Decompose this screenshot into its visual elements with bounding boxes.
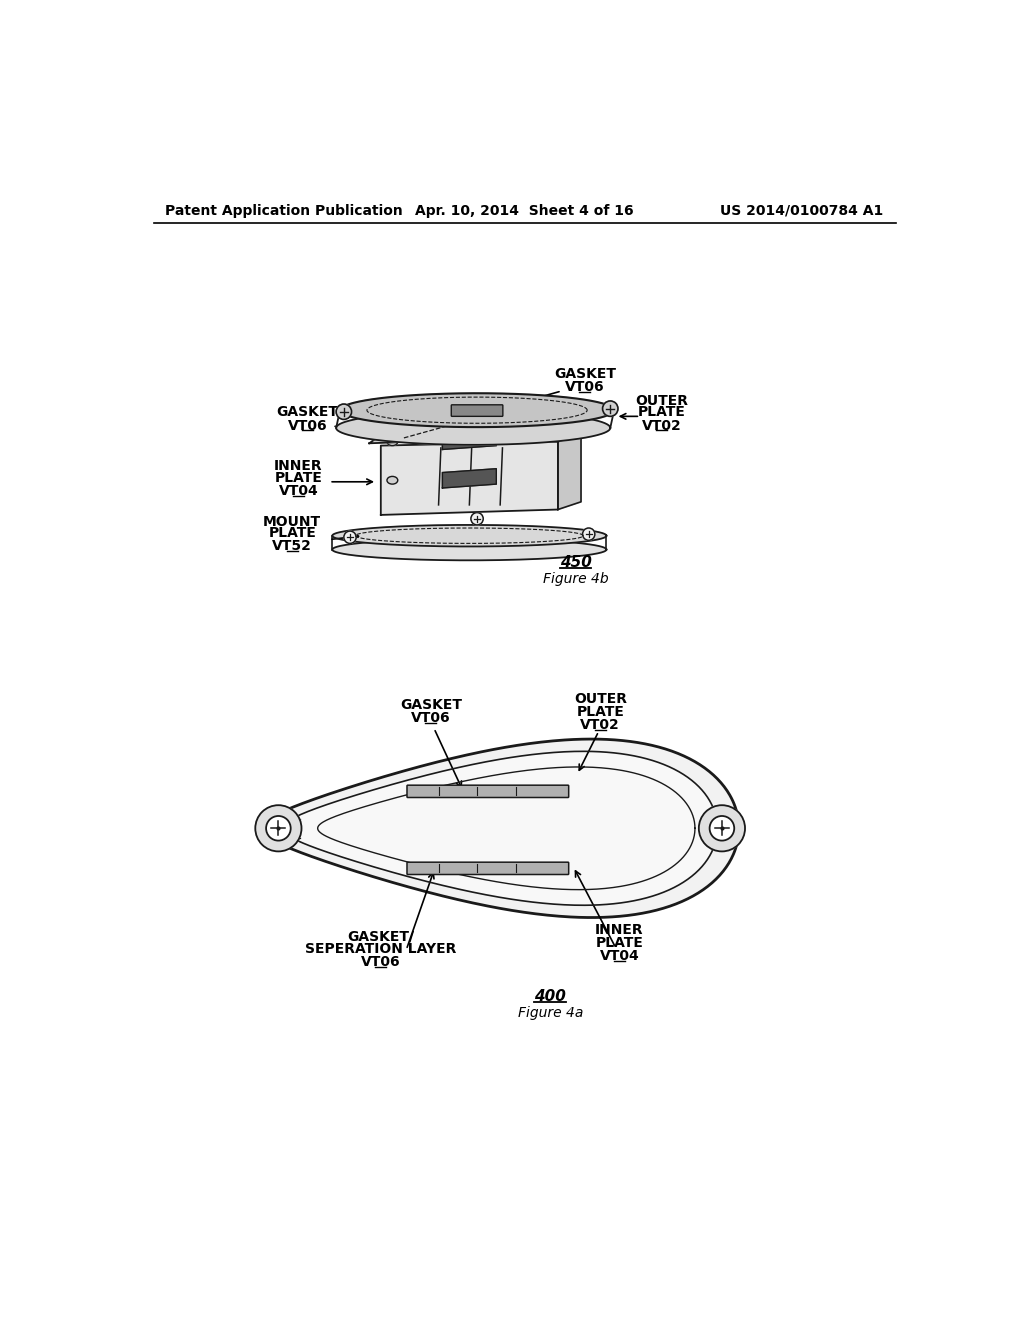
FancyBboxPatch shape (407, 862, 568, 875)
Polygon shape (442, 430, 497, 449)
Text: VT06: VT06 (361, 956, 400, 969)
Polygon shape (333, 525, 606, 546)
Text: US 2014/0100784 A1: US 2014/0100784 A1 (720, 203, 884, 218)
Polygon shape (261, 739, 739, 917)
Text: OUTER: OUTER (573, 692, 627, 706)
Circle shape (471, 512, 483, 525)
Text: GASKET/: GASKET/ (347, 929, 415, 942)
Text: PLATE: PLATE (268, 527, 316, 540)
Text: INNER: INNER (274, 459, 323, 474)
Text: VT02: VT02 (642, 418, 682, 433)
Text: PLATE: PLATE (577, 705, 625, 719)
Text: OUTER: OUTER (635, 393, 688, 408)
Text: SEPERATION LAYER: SEPERATION LAYER (305, 942, 457, 956)
Polygon shape (370, 422, 589, 444)
Text: GASKET: GASKET (554, 367, 615, 381)
FancyBboxPatch shape (452, 405, 503, 416)
FancyBboxPatch shape (407, 785, 568, 797)
Ellipse shape (387, 477, 397, 484)
Polygon shape (333, 539, 606, 560)
Circle shape (710, 816, 734, 841)
Text: PLATE: PLATE (596, 936, 643, 950)
Circle shape (698, 805, 745, 851)
Polygon shape (283, 751, 717, 906)
Polygon shape (340, 393, 614, 428)
Polygon shape (381, 442, 558, 515)
Text: PLATE: PLATE (274, 471, 323, 484)
Circle shape (583, 528, 595, 540)
Circle shape (344, 531, 356, 544)
Polygon shape (336, 411, 610, 445)
Text: 450: 450 (560, 556, 592, 570)
Text: VT06: VT06 (288, 418, 328, 433)
Polygon shape (442, 469, 497, 488)
Text: VT04: VT04 (600, 949, 639, 964)
Polygon shape (558, 434, 581, 510)
Circle shape (336, 404, 351, 420)
Text: VT06: VT06 (411, 711, 451, 725)
Text: VT04: VT04 (279, 484, 318, 498)
Text: VT06: VT06 (565, 380, 605, 395)
Text: INNER: INNER (595, 923, 644, 937)
Text: Apr. 10, 2014  Sheet 4 of 16: Apr. 10, 2014 Sheet 4 of 16 (416, 203, 634, 218)
Text: Patent Application Publication: Patent Application Publication (165, 203, 403, 218)
Ellipse shape (387, 438, 397, 446)
Text: Figure 4a: Figure 4a (517, 1006, 583, 1020)
Text: PLATE: PLATE (638, 405, 686, 420)
Circle shape (266, 816, 291, 841)
Text: 400: 400 (535, 989, 566, 1003)
Circle shape (255, 805, 301, 851)
Text: Figure 4b: Figure 4b (543, 572, 608, 586)
Text: GASKET: GASKET (399, 698, 462, 711)
Circle shape (602, 401, 617, 416)
Text: VT02: VT02 (581, 718, 621, 733)
Text: MOUNT: MOUNT (263, 515, 322, 529)
Text: GASKET: GASKET (276, 405, 339, 420)
Text: VT52: VT52 (272, 540, 312, 553)
